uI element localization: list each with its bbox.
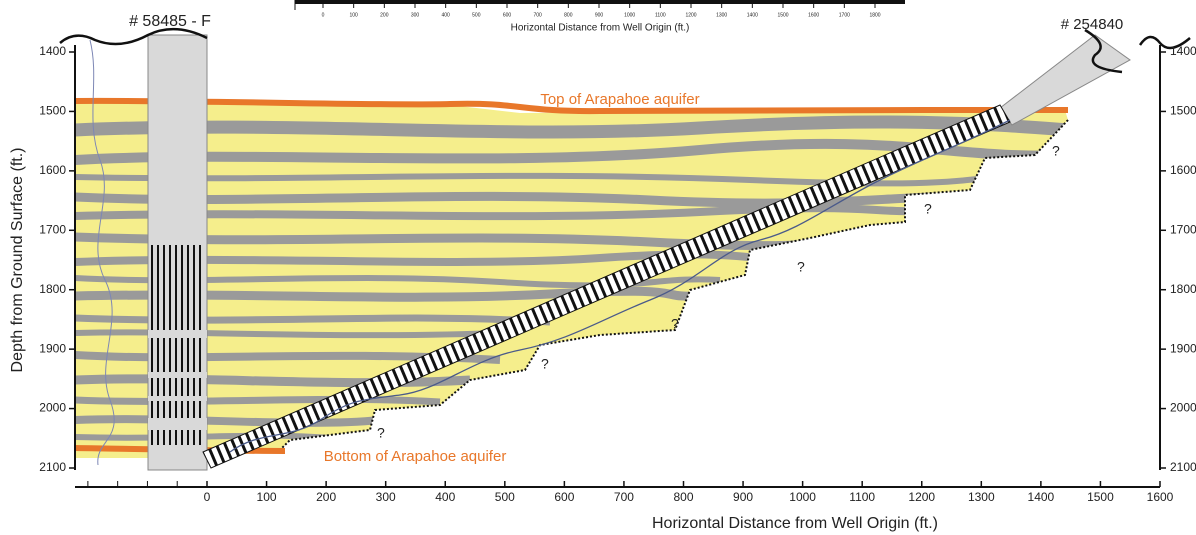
x-tick-label: 100 [257, 490, 277, 504]
inset-tick-label: 500 [472, 12, 481, 18]
inset-tick-label: 1000 [624, 12, 635, 18]
annotation: ? [671, 316, 679, 332]
y-tick-label: 1600 [39, 163, 66, 177]
inset-tick-label: 1700 [839, 12, 850, 18]
annotation: ? [1052, 143, 1060, 159]
annotation: Bottom of Arapahoe aquifer [324, 448, 507, 465]
annotation: ? [797, 259, 805, 275]
inset-tick-label: 0 [322, 12, 325, 18]
y-tick-label: 1700 [1170, 222, 1196, 236]
inset-tick-label: 1500 [777, 12, 788, 18]
screen-gaps [148, 330, 207, 430]
y-tick-label: 2000 [1170, 401, 1196, 415]
x-tick-label: 800 [673, 490, 693, 504]
aquifer-top [74, 97, 1069, 115]
x-tick-label: 300 [376, 490, 396, 504]
y-tick-label: 1400 [39, 44, 66, 58]
annotation: ? [924, 201, 932, 217]
x-tick-label: 1400 [1028, 490, 1055, 504]
y-tick-label: 1900 [39, 341, 66, 355]
x-tick-label: 700 [614, 490, 634, 504]
inset-tick-label: 800 [564, 12, 573, 18]
well-label: # 254840 [1061, 16, 1124, 33]
inset-axis-label: Horizontal Distance from Well Origin (ft… [511, 23, 690, 34]
y-tick-label: 1800 [1170, 282, 1196, 296]
y-tick-label: 1800 [39, 282, 66, 296]
vertical-well [147, 34, 208, 471]
x-tick-label: 600 [554, 490, 574, 504]
inset-tick-label: 900 [595, 12, 604, 18]
x-tick-label: 400 [435, 490, 455, 504]
x-tick-label: 1600 [1147, 490, 1174, 504]
x-tick-label: 500 [495, 490, 515, 504]
directional-well-screen [202, 104, 1011, 469]
directional-log [229, 119, 1011, 453]
screen [151, 245, 201, 445]
x-tick-label: 0 [204, 490, 211, 504]
x-tick-label: 1100 [849, 490, 875, 504]
inset-tick-label: 100 [349, 12, 358, 18]
x-tick-label: 1000 [789, 490, 816, 504]
inset-tick-label: 1600 [808, 12, 819, 18]
annotation: Top of Arapahoe aquifer [540, 91, 699, 108]
x-tick-label: 200 [316, 490, 336, 504]
inset-tick-label: 1100 [655, 12, 666, 18]
break-mark [1084, 28, 1123, 74]
y-tick-label: 2100 [1170, 460, 1196, 474]
x-tick-label: 1500 [1087, 490, 1114, 504]
inset-tick-label: 1400 [747, 12, 758, 18]
x-tick-label: 1200 [908, 490, 935, 504]
pinch-out-boundary [279, 119, 1069, 451]
annotation: ? [377, 425, 385, 441]
break-mark [59, 28, 208, 46]
x-tick-label: 900 [733, 490, 753, 504]
inset-tick-label: 1300 [716, 12, 727, 18]
x-axis-label: Horizontal Distance from Well Origin (ft… [652, 515, 938, 532]
x-tick-label: 1300 [968, 490, 995, 504]
inset-tick-label: 700 [533, 12, 542, 18]
y-tick-label: 1900 [1170, 341, 1196, 355]
y-tick-label: 2000 [39, 401, 66, 415]
inset-tick-label: 200 [380, 12, 389, 18]
inset-tick-label: 400 [441, 12, 450, 18]
y-tick-label: 1500 [1170, 104, 1196, 118]
y-tick-label: 1500 [39, 104, 66, 118]
inset-tick-label: 300 [411, 12, 420, 18]
annotation: ? [541, 356, 549, 372]
y-tick-label: 1400 [1170, 44, 1196, 58]
y-axis-label: Depth from Ground Surface (ft.) [9, 148, 26, 373]
y-tick-label: 1600 [1170, 163, 1196, 177]
log-curve [89, 39, 115, 466]
y-tick-label: 2100 [39, 460, 66, 474]
inset-tick-label: 1800 [869, 12, 880, 18]
inset-tick-label: 600 [503, 12, 512, 18]
inset-tick-label: 1200 [685, 12, 696, 18]
well-label: # 58485 - F [129, 13, 211, 30]
inset-bar [295, 0, 905, 4]
y-tick-label: 1700 [39, 222, 66, 236]
break-mark [1138, 35, 1191, 50]
inset: Horizontal Distance from Well Origin (ft… [294, 0, 905, 34]
